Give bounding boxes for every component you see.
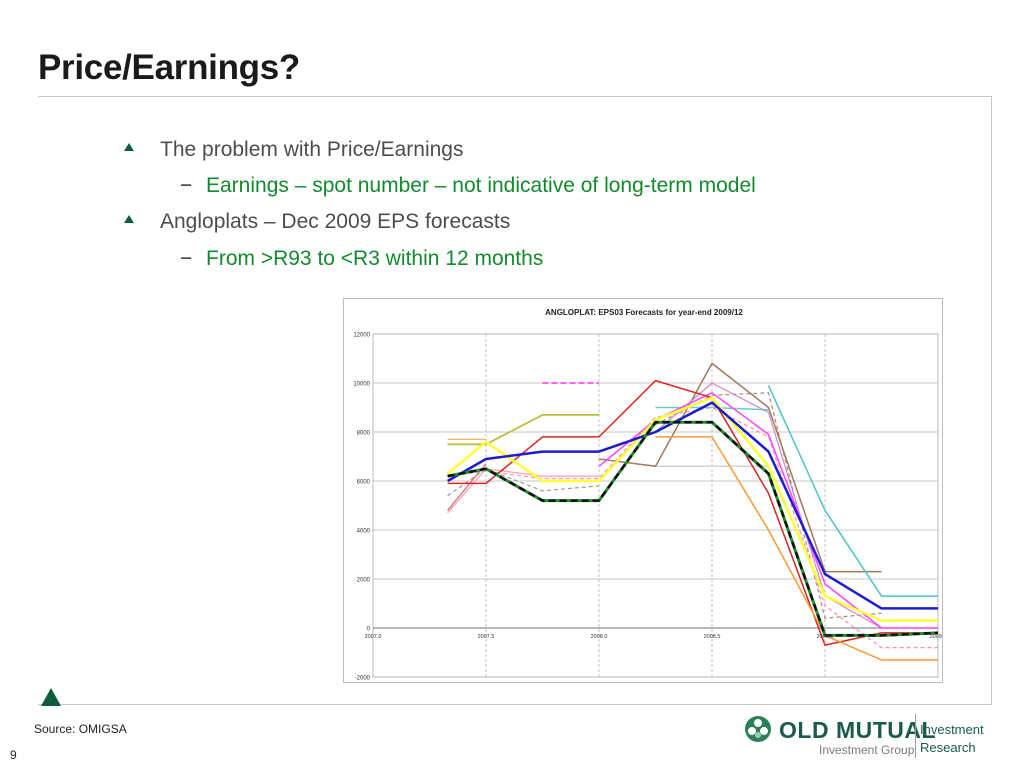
series-line-6	[598, 362, 882, 573]
chart-title: ANGLOPLAT: EPS03 Forecasts for year-end …	[545, 308, 743, 317]
logo-name: OLD MUTUAL	[779, 717, 937, 743]
bullet-text: Angloplats – Dec 2009 EPS forecasts	[160, 210, 511, 233]
plot-area	[372, 333, 939, 678]
y-tick-label: 0	[367, 627, 371, 633]
sub-bullet-dash: −	[180, 174, 193, 197]
frame-bottom-border	[38, 704, 992, 705]
y-tick-label: 2000	[357, 578, 371, 584]
series-line-18	[446, 401, 938, 610]
series-line-16	[655, 436, 938, 661]
old-mutual-emblem-icon	[745, 716, 771, 742]
series-line-20	[447, 420, 939, 637]
series-line-10	[447, 468, 599, 514]
x-tick-label: 2009.0	[817, 634, 834, 640]
sub-bullet-dash: −	[180, 247, 193, 270]
series-line-8	[767, 385, 938, 597]
y-tick-label: 8000	[357, 431, 371, 437]
series-line-2	[447, 414, 599, 446]
title-divider	[38, 96, 992, 97]
triangle-bullet-icon	[124, 143, 134, 151]
series-line-9	[447, 406, 938, 649]
series-line-11	[447, 463, 487, 511]
sub-bullet-item: − From >R93 to <R3 within 12 months	[180, 247, 544, 271]
logo-investment-text: Investment	[920, 722, 984, 737]
frame-right-border	[991, 96, 992, 704]
bullet-text: The problem with Price/Earnings	[160, 138, 464, 161]
chart-canvas: ANGLOPLAT: EPS03 Forecasts for year-end …	[353, 308, 942, 682]
x-tick-label: 2007.5	[478, 634, 495, 640]
y-tick-label: 6000	[357, 480, 371, 486]
y-tick-label: 4000	[357, 529, 371, 535]
eps-forecast-chart: ANGLOPLAT: EPS03 Forecasts for year-end …	[343, 298, 943, 683]
triangle-bullet-icon	[124, 215, 134, 223]
sub-bullet-item: − Earnings – spot number – not indicativ…	[180, 174, 756, 198]
source-note: Source: OMIGSA	[34, 722, 127, 736]
logo-subtitle: Investment Group	[819, 743, 915, 757]
old-mutual-logo: OLD MUTUAL Investment Group Investment R…	[743, 712, 993, 760]
x-tick-label: 2008.5	[704, 634, 721, 640]
triangle-logo-icon	[41, 688, 61, 706]
y-tick-label: 12000	[353, 333, 370, 339]
page-title: Price/Earnings?	[38, 48, 300, 87]
x-tick-label: 2008.0	[591, 634, 608, 640]
x-tick-label: 2007.0	[365, 634, 382, 640]
page-number: 9	[10, 748, 17, 762]
bullet-item: The problem with Price/Earnings	[124, 138, 464, 162]
y-tick-label: -2000	[355, 676, 371, 682]
y-tick-label: 10000	[353, 382, 370, 388]
series-line-17	[446, 396, 938, 622]
sub-bullet-text: From >R93 to <R3 within 12 months	[206, 247, 544, 270]
series-line-7	[655, 406, 769, 411]
x-tick-label: 2009.5	[930, 634, 942, 640]
sub-bullet-text: Earnings – spot number – not indicative …	[206, 174, 756, 197]
series-line-12	[447, 468, 600, 497]
logo-research-text: Research	[920, 740, 976, 755]
logo-divider	[915, 714, 916, 758]
bullet-item: Angloplats – Dec 2009 EPS forecasts	[124, 210, 511, 234]
